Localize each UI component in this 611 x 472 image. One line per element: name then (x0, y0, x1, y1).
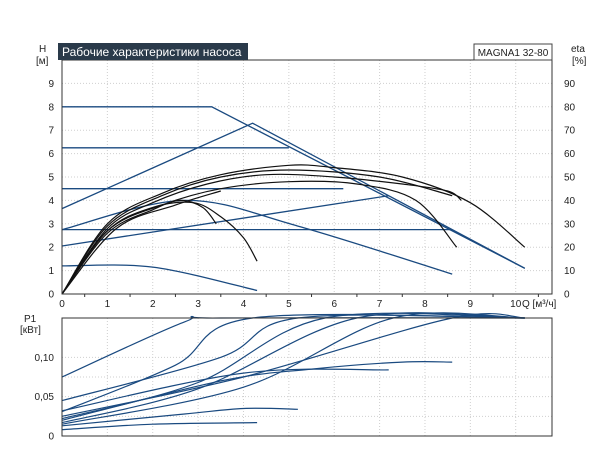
head-curve-6 (61, 199, 453, 275)
y2-tick-label-5: 50 (564, 173, 576, 184)
efficiency-curve-10 (61, 173, 462, 295)
y2-tick-label-9: 90 (564, 79, 576, 90)
power-curve-5 (61, 312, 525, 425)
y2-tick-label-8: 80 (564, 102, 576, 113)
y-tick-label-5: 5 (48, 173, 54, 184)
x-tick-label-3: 3 (195, 299, 201, 310)
y2-tick-label-2: 20 (564, 243, 576, 254)
efficiency-curve-9 (61, 169, 453, 295)
x-tick-label-1: 1 (105, 299, 111, 310)
power-curve-8 (61, 368, 389, 412)
x-axis-label: Q [м³/ч] (522, 299, 557, 310)
y-tick-label-1: 1 (48, 266, 54, 277)
chart-title: Рабочие характеристики насоса (62, 45, 242, 59)
y2-tick-label-1: 10 (564, 266, 576, 277)
y2-tick-label-6: 60 (564, 149, 576, 160)
power-series (61, 312, 525, 431)
tick-labels: 0 1 2 3 4 5 6 7 8 9 100123456789010203040506070809… (35, 79, 576, 443)
x-tick-label-5: 5 (286, 299, 292, 310)
power-tick-label-1: 0,05 (35, 392, 55, 403)
x-tick-label-10: 10 (510, 299, 522, 310)
power-axis-label: P1 (24, 314, 37, 325)
x-tick-label-7: 7 (377, 299, 383, 310)
y-tick-label-9: 9 (48, 79, 54, 90)
efficiency-curve-14 (61, 199, 217, 295)
head-curve-1 (61, 122, 526, 269)
efficiency-curve-12 (61, 190, 221, 295)
y2-axis-label-eta: eta (571, 44, 585, 55)
y-tick-label-4: 4 (48, 196, 54, 207)
title-background (58, 43, 248, 60)
power-tick-label-0: 0 (48, 432, 54, 443)
y-axis-label-h-unit: [м] (36, 56, 49, 67)
top-grid (61, 60, 552, 295)
power-curve-7 (61, 360, 453, 421)
power-curve-9 (61, 407, 298, 427)
efficiency-curve-11 (61, 180, 458, 295)
y-tick-label-2: 2 (48, 243, 54, 254)
y2-tick-label-3: 30 (564, 219, 576, 230)
bottom-plot-frame (61, 317, 553, 437)
x-tick-label-9: 9 (468, 299, 474, 310)
y-tick-label-3: 3 (48, 219, 54, 230)
power-curve-4 (61, 312, 525, 424)
model-box (473, 43, 553, 61)
power-curve-10 (61, 422, 258, 431)
x-tick-label-2: 2 (150, 299, 156, 310)
head-efficiency-series (61, 106, 526, 295)
x-tick-label-6: 6 (331, 299, 337, 310)
head-curve-0 (62, 106, 526, 269)
power-tick-label-2: 0,10 (35, 353, 55, 364)
head-curve-7 (61, 264, 258, 292)
x-tick-label-0: 0 (59, 299, 65, 310)
x-tick-label-8: 8 (422, 299, 428, 310)
efficiency-curve-8 (61, 164, 526, 295)
top-plot-frame (61, 59, 553, 295)
power-curve-0 (61, 315, 525, 378)
power-axis-label-unit: [кВт] (20, 325, 41, 336)
model-label: MAGNA1 32-80 (478, 48, 549, 59)
y2-axis-label-eta-unit: [%] (572, 56, 587, 67)
power-curve-2 (61, 314, 525, 402)
x-tick-label-4: 4 (241, 299, 247, 310)
y-tick-label-8: 8 (48, 102, 54, 113)
y-tick-label-6: 6 (48, 149, 54, 160)
y2-tick-label-0: 0 (564, 290, 570, 301)
y-axis-label-h: H (39, 44, 46, 55)
y2-tick-label-4: 40 (564, 196, 576, 207)
y-tick-label-0: 0 (48, 290, 54, 301)
y2-tick-label-7: 70 (564, 126, 576, 137)
y-tick-label-7: 7 (48, 126, 54, 137)
